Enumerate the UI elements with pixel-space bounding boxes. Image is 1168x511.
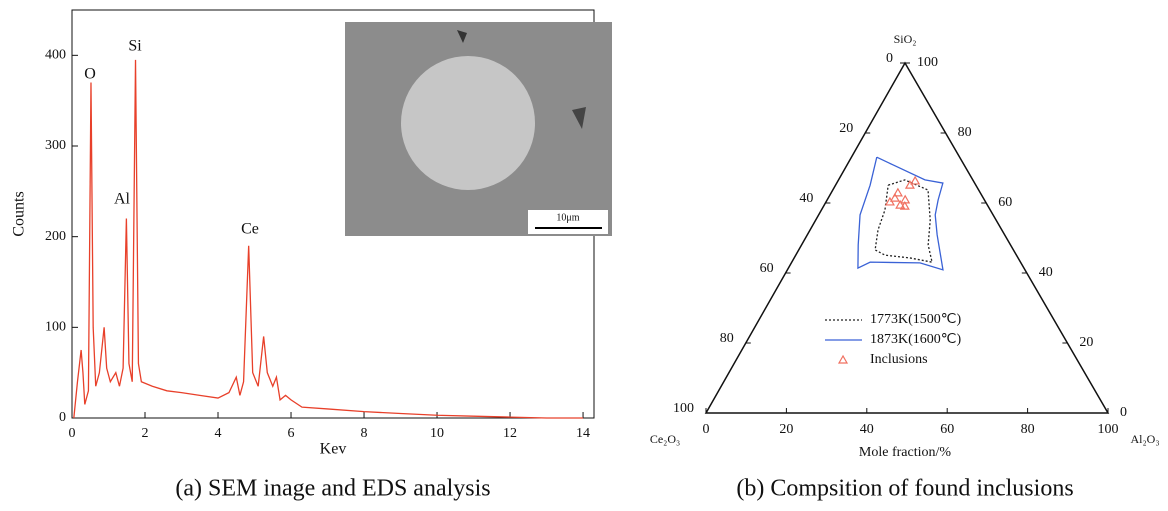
sem-particle [401,56,535,190]
x-tick-label: 14 [576,426,590,441]
top-label: SiO₂ [894,32,917,46]
right-label: Al₂O₃ [1130,432,1159,446]
x-tick-label: 4 [215,426,222,441]
peak-label: Ce [241,221,259,238]
y-tick-label: 400 [45,48,66,63]
peak-label: Al [114,191,131,208]
inclusion-marker [911,177,919,184]
legend-marker [839,356,847,363]
bottom-tick-label: 80 [1021,422,1035,437]
right-tick-label: 0 [1120,405,1127,420]
x-tick-label: 10 [430,426,444,441]
right-tick-label: 20 [1079,335,1093,350]
left-label: Ce₂O₃ [650,432,680,446]
bottom-tick-label: 60 [940,422,954,437]
x-axis-label: Mole fraction/% [859,445,951,460]
figure: 10μm Counts Kev O Si Al Ce (a) SEM inage… [0,0,1168,506]
x-tick-label: 6 [288,426,295,441]
left-tick-label: 20 [839,121,853,136]
bottom-tick-label: 40 [860,422,874,437]
x-tick-label: 0 [69,426,76,441]
scale-label: 10μm [556,212,579,223]
left-tick-label: 100 [673,401,694,416]
bottom-tick-label: 20 [779,422,793,437]
y-tick-label: 0 [59,410,66,425]
peak-label: O [84,66,96,83]
region-boundary [858,157,943,270]
left-tick-label: 40 [799,191,813,206]
y-tick-label: 300 [45,138,66,153]
left-tick-label: 0 [886,51,893,66]
caption: (b) Compsition of found inclusions [736,476,1073,502]
right-tick-label: 40 [1039,265,1053,280]
right-tick-label: 100 [917,55,938,70]
bottom-tick-label: 0 [703,422,710,437]
legend-label: 1873K(1600℃) [870,332,961,347]
bottom-tick-label: 100 [1098,422,1119,437]
region-boundary [875,180,932,262]
inclusion-marker [894,189,902,196]
legend-label: Inclusions [870,352,928,367]
x-tick-label: 12 [503,426,517,441]
right-tick-label: 60 [998,195,1012,210]
legend-label: 1773K(1500℃) [870,312,961,327]
caption: (a) SEM inage and EDS analysis [175,476,490,502]
left-tick-label: 60 [760,261,774,276]
y-axis-label: Counts [11,191,28,236]
y-tick-label: 200 [45,229,66,244]
x-tick-label: 8 [361,426,368,441]
y-tick-label: 100 [45,320,66,335]
left-tick-label: 80 [720,331,734,346]
x-axis-label: Kev [320,441,347,458]
x-tick-label: 2 [142,426,149,441]
peak-label: Si [128,38,142,55]
right-tick-label: 80 [958,125,972,140]
